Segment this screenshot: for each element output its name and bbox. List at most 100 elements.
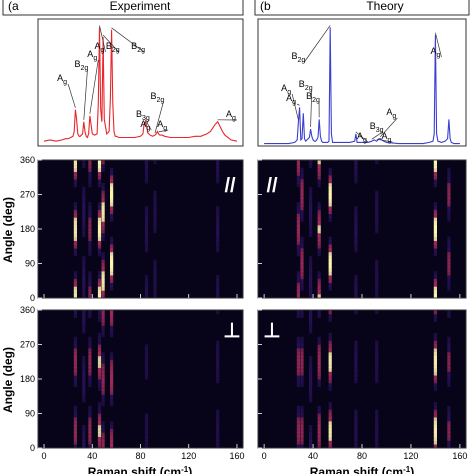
heatmap-mode-cell [447,194,451,199]
heatmap-mode-cell [73,409,77,414]
heatmap-mode-cell [447,248,451,253]
heatmap-mode-cell [433,432,437,437]
heatmap-mode-cell [88,375,92,380]
heatmap-mode-cell [88,421,92,426]
heatmap-mode-cell [296,432,300,437]
heatmap-mode-cell [375,375,379,380]
heatmap-mode-cell [447,278,451,283]
heatmap-mode-cell [309,221,313,226]
heatmap-mode-cell [88,371,92,376]
heatmap-mode-cell [73,206,77,211]
heatmap-mode-cell [144,160,149,165]
heatmap-mode-cell [375,213,379,218]
heatmap-mode-cell [73,171,77,176]
heatmap-mode-cell [354,294,358,299]
peak-label-sub: 2g [137,47,145,54]
heatmap-mode-cell [97,440,102,445]
heatmap-mode-cell [296,340,300,345]
heatmap-mode-cell [82,232,86,237]
heatmap-mode-cell [101,206,105,211]
heatmap-mode-cell [97,244,102,249]
heatmap-mode-cell [375,294,379,299]
heatmap-mode-cell [296,240,300,245]
heatmap-mode-cell [317,202,321,207]
heatmap-mode-cell [433,244,437,249]
heatmap-mode-cell [97,282,102,287]
heatmap-mode-cell [216,310,220,315]
peak-label-main: A [281,83,287,93]
heatmap-mode-cell [296,428,300,433]
heatmap-mode-cell [433,340,437,345]
heatmap-mode-cell [144,371,149,376]
heatmap-mode-cell [101,278,105,283]
heatmap-mode-cell [216,409,220,414]
heatmap-mode-cell [375,444,379,449]
heatmap-mode-cell [216,175,220,180]
heatmap-mode-cell [216,290,220,295]
heatmap-mode-cell [153,271,157,276]
x-tick-label: 120 [181,451,196,461]
heatmap-mode-cell [153,278,157,283]
heatmap-mode-cell [375,363,379,368]
heatmap-mode-cell [328,271,332,276]
heatmap-mode-cell [88,209,92,214]
heatmap-mode-cell [73,275,77,280]
heatmap-mode-cell [296,375,300,380]
heatmap-mode-cell [433,225,437,230]
heatmap-mode-cell [153,290,157,295]
heatmap-mode-cell [375,198,379,203]
heatmap-mode-cell [216,428,220,433]
heatmap-mode-cell [433,278,437,283]
peak-label-sub: g [436,52,440,59]
heatmap-mode-cell [101,402,105,407]
peak-leader-line [371,131,383,140]
heatmap-mode-cell [216,278,220,283]
heatmap-mode-cell [97,271,102,276]
heatmap-mode-cell [317,271,321,276]
heatmap-mode-cell [354,217,358,222]
heatmap-mode-cell [296,282,300,287]
heatmap-mode-cell [88,278,92,283]
heatmap-mode-cell [97,275,102,280]
heatmap-mode-cell [101,382,105,387]
heatmap-mode-cell [216,236,220,241]
heatmap-mode-cell [82,398,86,403]
heatmap-mode-cell [110,398,114,403]
heatmap-mode-cell [447,236,451,241]
heatmap-mode-cell [216,367,220,372]
heatmap-mode-cell [101,421,105,426]
heatmap-mode-cell [144,221,149,226]
heatmap-mode-cell [97,286,102,291]
heatmap-mode-cell [328,402,332,407]
heatmap-mode-cell [216,248,220,253]
heatmap-mode-cell [82,213,86,218]
heatmap-mode-cell [73,375,77,380]
heatmap-mode-cell [216,352,220,357]
heatmap-mode-cell [447,240,451,245]
peak-label-main: B [131,41,137,51]
heatmap-mode-cell [82,325,86,330]
heatmap-mode-cell [216,356,220,361]
heatmap-mode-cell [97,371,102,376]
heatmap-mode-cell [144,344,149,349]
spectrum-line [43,27,238,142]
heatmap-mode-cell [73,421,77,426]
heatmap-mode-cell [328,179,332,184]
heatmap-mode-cell [73,179,77,184]
heatmap-mode-cell [144,248,149,253]
heatmap-mode-cell [101,167,105,172]
heatmap-mode-cell [110,171,114,176]
heatmap-mode-cell [354,417,358,422]
heatmap-mode-cell [300,202,304,207]
heatmap-mode-cell [88,252,92,257]
heatmap-mode-cell [354,359,358,364]
heatmap-mode-cell [82,382,86,387]
heatmap-mode-cell [82,225,86,230]
heatmap-mode-cell [300,278,304,283]
heatmap-mode-cell [433,248,437,253]
peak-leader-line [89,59,99,114]
heatmap-mode-cell [300,348,304,353]
heatmap-mode-cell [309,432,313,437]
heatmap-mode-cell [73,271,77,276]
heatmap-mode-cell [354,413,358,418]
